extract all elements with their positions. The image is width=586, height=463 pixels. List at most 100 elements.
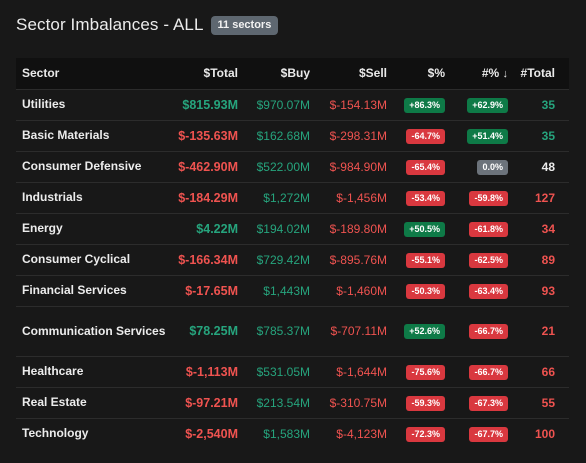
total-cell: $-184.29M [178,190,238,205]
count-pct-badge: 0.0% [477,159,508,175]
total-cell: $-135.63M [178,128,238,143]
sell-cell: $-154.13M [329,97,387,112]
sell-cell: $-4,123M [336,426,387,441]
column-header-count-pct-label: #% [481,66,500,81]
pct-badge: -55.1% [406,252,445,268]
table-row[interactable]: Real Estate $-97.21M $213.54M $-310.75M … [16,387,569,418]
count-pct-badge: -66.7% [469,364,508,380]
total-cell: $815.93M [182,97,238,112]
count-pct-cell: +51.4% [445,120,508,151]
total-cell: $-166.34M [178,252,238,267]
pct-cell: -65.4% [387,151,445,182]
total-cell: $4.22M [196,221,238,236]
sector-name-cell: Energy [22,221,63,235]
table-row[interactable]: Consumer Cyclical $-166.34M $729.42M $-8… [16,244,569,275]
table-row[interactable]: Communication Services $78.25M $785.37M … [16,306,569,356]
pct-cell: -72.3% [387,418,445,449]
buy-cell: $162.68M [256,128,310,143]
column-header-sell[interactable]: $Sell [358,66,387,81]
panel-header: Sector Imbalances - ALL 11 sectors [16,15,279,35]
buy-cell: $522.00M [256,159,310,174]
count-cell: 34 [541,221,555,236]
table-row[interactable]: Consumer Defensive $-462.90M $522.00M $-… [16,151,569,182]
count-cell: 127 [534,190,555,205]
column-header-count[interactable]: #Total [520,66,555,81]
sell-cell: $-298.31M [329,128,387,143]
table-row[interactable]: Technology $-2,540M $1,583M $-4,123M -72… [16,418,569,449]
column-header-sector[interactable]: Sector [22,66,60,81]
count-cell: 35 [541,128,555,143]
sector-name-cell: Real Estate [22,395,87,409]
sell-cell: $-707.11M [330,324,387,338]
pct-cell: +86.3% [387,89,445,120]
buy-cell: $1,583M [263,426,310,441]
count-cell: 35 [541,97,555,112]
count-pct-badge: -62.5% [469,252,508,268]
count-pct-cell: -62.5% [445,244,508,275]
buy-cell: $970.07M [256,97,310,112]
count-pct-badge: -67.7% [469,426,508,442]
table-row[interactable]: Energy $4.22M $194.02M $-189.80M +50.5% … [16,213,569,244]
buy-cell: $1,443M [263,283,310,298]
buy-cell: $729.42M [256,252,310,267]
count-pct-cell: -67.7% [445,418,508,449]
table-row[interactable]: Basic Materials $-135.63M $162.68M $-298… [16,120,569,151]
sector-name-cell: Consumer Defensive [22,159,142,173]
buy-cell: $1,272M [263,190,310,205]
sector-name-cell: Healthcare [22,364,84,378]
total-cell: $-17.65M [185,283,238,298]
sector-name-cell: Technology [22,426,89,441]
count-pct-cell: -66.7% [445,306,508,356]
column-header-buy[interactable]: $Buy [280,66,310,81]
sector-name-cell: Industrials [22,190,83,204]
count-cell: 93 [541,283,555,298]
pct-badge: -64.7% [406,128,445,144]
sector-name-cell: Basic Materials [22,128,110,142]
column-header-count-pct[interactable]: #% ↓ [445,58,508,89]
panel-title: Sector Imbalances - ALL [16,15,204,34]
sector-count-badge: 11 sectors [210,15,279,35]
pct-badge: -59.3% [406,395,445,411]
count-pct-badge: -61.8% [469,221,508,237]
column-header-total[interactable]: $Total [203,66,238,81]
pct-cell: -75.6% [387,356,445,387]
count-cell: 100 [534,426,555,441]
pct-badge: +50.5% [404,221,445,237]
count-cell: 48 [541,159,555,174]
count-pct-cell: -67.3% [445,387,508,418]
sector-name-cell: Consumer Cyclical [22,252,131,266]
buy-cell: $213.54M [256,395,310,410]
sell-cell: $-895.76M [329,252,387,267]
count-cell: 21 [541,324,555,338]
count-pct-badge: +51.4% [467,128,508,144]
count-pct-cell: 0.0% [445,151,508,182]
pct-badge: -72.3% [406,426,445,442]
count-cell: 89 [541,252,555,267]
sell-cell: $-1,644M [336,364,387,379]
sector-name-cell: Communication Services [22,323,166,338]
count-pct-badge: -67.3% [469,395,508,411]
table-row[interactable]: Industrials $-184.29M $1,272M $-1,456M -… [16,182,569,213]
sell-cell: $-310.75M [329,395,387,410]
table-header-row: Sector $Total $Buy $Sell $% #% ↓ #Total [16,58,569,89]
sort-desc-arrow-icon: ↓ [502,68,509,81]
pct-cell: +50.5% [387,213,445,244]
column-header-pct[interactable]: $% [427,66,445,81]
pct-badge: -75.6% [406,364,445,380]
pct-cell: -50.3% [387,275,445,306]
count-pct-badge: -59.8% [469,190,508,206]
pct-badge: +86.3% [404,97,445,113]
count-pct-cell: -59.8% [445,182,508,213]
table-row[interactable]: Healthcare $-1,113M $531.05M $-1,644M -7… [16,356,569,387]
sell-cell: $-189.80M [329,221,387,236]
pct-badge: -50.3% [406,283,445,299]
count-pct-badge: +62.9% [467,97,508,113]
count-pct-cell: -61.8% [445,213,508,244]
count-pct-cell: -63.4% [445,275,508,306]
count-pct-cell: -66.7% [445,356,508,387]
total-cell: $-2,540M [185,426,238,441]
table-row[interactable]: Financial Services $-17.65M $1,443M $-1,… [16,275,569,306]
table-row[interactable]: Utilities $815.93M $970.07M $-154.13M +8… [16,89,569,120]
total-cell: $-97.21M [185,395,238,410]
